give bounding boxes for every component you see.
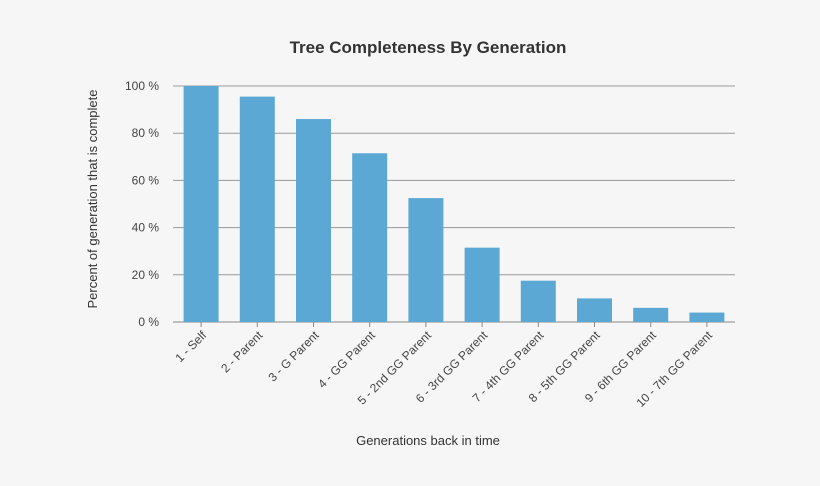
- bar: [520, 280, 556, 322]
- bar: [183, 86, 219, 322]
- y-axis-ticks: 0 % 20 % 40 % 60 % 80 % 100 %: [125, 79, 159, 329]
- bars: [183, 86, 725, 323]
- bar: [464, 247, 500, 322]
- y-tick-label: 100 %: [125, 79, 159, 93]
- y-tick-label: 60 %: [132, 173, 160, 187]
- x-tick-label: 2 - Parent: [218, 328, 266, 376]
- y-tick-label: 0 %: [138, 315, 159, 329]
- y-tick-label: 40 %: [132, 221, 160, 235]
- x-tick-label: 3 - G Parent: [265, 328, 322, 385]
- x-tick-label: 4 - GG Parent: [315, 328, 378, 391]
- y-axis-label: Percent of generation that is complete: [85, 90, 100, 309]
- x-tick-label: 1 - Self: [172, 328, 209, 365]
- x-axis-label: Generations back in time: [356, 433, 500, 448]
- y-tick-label: 80 %: [132, 126, 160, 140]
- bar: [352, 153, 388, 322]
- chart-title: Tree Completeness By Generation: [290, 38, 567, 57]
- bar: [633, 307, 669, 322]
- y-tick-label: 20 %: [132, 268, 160, 282]
- bar: [577, 298, 612, 322]
- bar: [239, 96, 275, 323]
- bar: [408, 198, 444, 322]
- bar: [296, 119, 331, 322]
- bar: [689, 312, 725, 322]
